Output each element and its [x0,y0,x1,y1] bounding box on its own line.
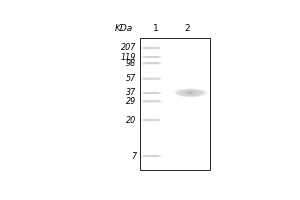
Bar [141,77,162,80]
Text: 207: 207 [121,43,136,52]
Text: 29: 29 [126,97,136,106]
Bar [140,38,210,170]
Text: 37: 37 [126,88,136,97]
Text: 119: 119 [121,53,136,62]
Ellipse shape [178,89,203,96]
Bar [141,62,162,65]
Bar [141,119,162,121]
Ellipse shape [175,89,206,97]
Ellipse shape [180,90,201,96]
Ellipse shape [176,89,205,97]
Bar [141,155,162,157]
Text: 1: 1 [153,24,159,33]
Bar [141,56,162,58]
Bar [142,155,160,157]
Ellipse shape [188,92,193,94]
Bar [145,62,158,64]
Ellipse shape [179,90,202,96]
Text: 57: 57 [126,74,136,83]
Bar [145,78,158,79]
Bar [142,78,160,80]
Bar [142,92,160,94]
Text: 20: 20 [126,116,136,125]
Ellipse shape [186,91,195,94]
Bar [142,62,160,64]
Bar [142,47,160,49]
Bar [145,101,158,102]
Bar [145,119,158,121]
Ellipse shape [179,89,202,96]
Bar [141,100,162,103]
Bar [142,56,160,58]
Bar [145,92,158,94]
Ellipse shape [189,92,192,93]
Bar [145,47,158,49]
Bar [142,119,160,121]
Ellipse shape [178,89,203,96]
Bar [145,155,158,157]
Ellipse shape [177,89,204,97]
Bar [145,56,158,58]
Text: KDa: KDa [114,24,133,33]
Bar [141,47,162,49]
Ellipse shape [176,89,206,97]
Bar [141,92,162,94]
Ellipse shape [174,89,207,97]
Text: 98: 98 [126,59,136,68]
Text: 2: 2 [185,24,190,33]
Text: 7: 7 [131,152,136,161]
Bar [142,100,160,102]
